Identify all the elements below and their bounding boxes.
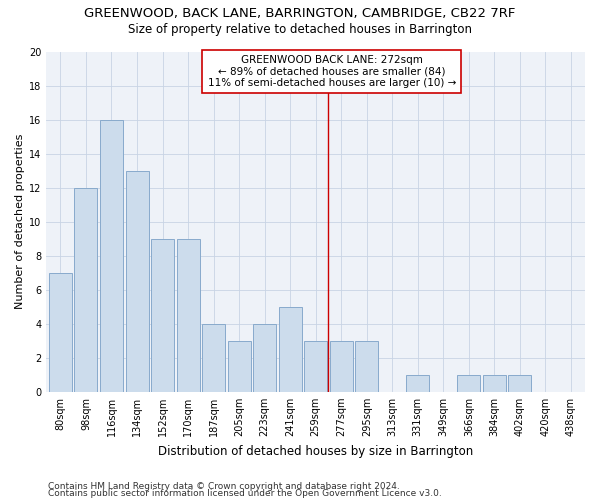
Bar [508,375,532,392]
Text: Contains HM Land Registry data © Crown copyright and database right 2024.: Contains HM Land Registry data © Crown c… [48,482,400,491]
Y-axis label: Number of detached properties: Number of detached properties [15,134,25,310]
Bar [227,341,251,392]
Text: GREENWOOD BACK LANE: 272sqm
← 89% of detached houses are smaller (84)
11% of sem: GREENWOOD BACK LANE: 272sqm ← 89% of det… [208,55,456,88]
Bar [304,341,327,392]
Bar [202,324,225,392]
Bar [457,375,481,392]
Text: Size of property relative to detached houses in Barrington: Size of property relative to detached ho… [128,22,472,36]
Bar [253,324,276,392]
Text: Contains public sector information licensed under the Open Government Licence v3: Contains public sector information licen… [48,490,442,498]
Bar [278,306,302,392]
Bar [125,170,149,392]
Bar [406,375,429,392]
Text: GREENWOOD, BACK LANE, BARRINGTON, CAMBRIDGE, CB22 7RF: GREENWOOD, BACK LANE, BARRINGTON, CAMBRI… [85,8,515,20]
Bar [74,188,97,392]
Bar [49,272,72,392]
Bar [330,341,353,392]
Bar [176,238,200,392]
Bar [483,375,506,392]
X-axis label: Distribution of detached houses by size in Barrington: Distribution of detached houses by size … [158,444,473,458]
Bar [355,341,378,392]
Bar [100,120,123,392]
Bar [151,238,174,392]
